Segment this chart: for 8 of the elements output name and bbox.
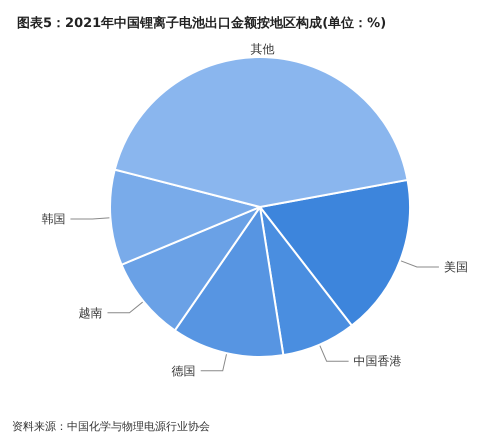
slice-label: 美国 (444, 260, 468, 274)
slice-label: 韩国 (41, 212, 66, 226)
slice-label: 越南 (78, 306, 102, 320)
slice-label: 其他 (250, 42, 275, 56)
text: 资料来源：中国化学与物理电源行业协会 (12, 420, 210, 433)
slice-label: 中国香港 (354, 354, 402, 368)
slice-label: 德国 (172, 364, 196, 378)
chart-title: 图表5：2021年中国锂离子电池出口金额按地区构成(单位：%) (17, 15, 386, 31)
